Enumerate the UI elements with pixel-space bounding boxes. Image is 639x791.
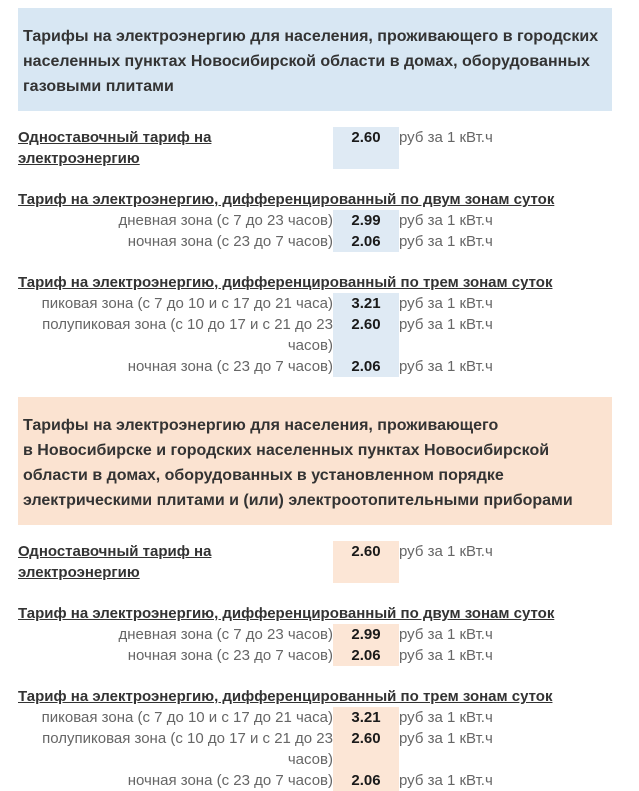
tariff-unit: руб за 1 кВт.ч (399, 295, 493, 312)
tariff-table: дневная зона (с 7 до 23 часов) 2.99 руб … (18, 624, 493, 666)
section-title: Тарифы на электроэнергию для населения, … (23, 417, 573, 509)
tariff-unit: руб за 1 кВт.ч (399, 772, 493, 789)
group-three-zones: Тариф на электроэнергию, дифференцирован… (18, 272, 612, 377)
tariff-section-gas-stoves: Тарифы на электроэнергию для населения, … (18, 8, 612, 377)
tariff-value: 2.06 (333, 770, 399, 791)
group-heading: Тариф на электроэнергию, дифференцирован… (18, 605, 555, 622)
tariff-row: полупиковая зона (с 10 до 17 и с 21 до 2… (18, 314, 493, 356)
tariffs-page: Тарифы на электроэнергию для населения, … (18, 8, 612, 791)
group-three-zones: Тариф на электроэнергию, дифференцирован… (18, 686, 612, 791)
tariff-value: 3.21 (333, 293, 399, 314)
group-heading: Тариф на электроэнергию, дифференцирован… (18, 688, 553, 705)
tariff-row: Одноставочный тариф на электроэнергию 2.… (18, 127, 493, 169)
section-header: Тарифы на электроэнергию для населения, … (18, 8, 612, 111)
tariff-row: пиковая зона (с 7 до 10 и с 17 до 21 час… (18, 293, 493, 314)
group-heading: Тариф на электроэнергию, дифференцирован… (18, 191, 555, 208)
tariff-row: Одноставочный тариф на электроэнергию 2.… (18, 541, 493, 583)
tariff-table: пиковая зона (с 7 до 10 и с 17 до 21 час… (18, 293, 493, 377)
group-two-zones: Тариф на электроэнергию, дифференцирован… (18, 189, 612, 252)
tariff-row: полупиковая зона (с 10 до 17 и с 21 до 2… (18, 728, 493, 770)
tariff-label: дневная зона (с 7 до 23 часов) (118, 212, 333, 229)
section-header: Тарифы на электроэнергию для населения, … (18, 397, 612, 525)
tariff-label: полупиковая зона (с 10 до 17 и с 21 до 2… (42, 730, 333, 768)
tariff-row: ночная зона (с 23 до 7 часов) 2.06 руб з… (18, 231, 493, 252)
tariff-label: ночная зона (с 23 до 7 часов) (127, 647, 333, 664)
tariff-value: 2.60 (333, 314, 399, 356)
tariff-value: 2.06 (333, 645, 399, 666)
tariff-row: ночная зона (с 23 до 7 часов) 2.06 руб з… (18, 770, 493, 791)
group-heading: Тариф на электроэнергию, дифференцирован… (18, 274, 553, 291)
tariff-value: 2.06 (333, 356, 399, 377)
section-title: Тарифы на электроэнергию для населения, … (23, 28, 599, 95)
tariff-value: 2.99 (333, 210, 399, 231)
tariff-label: дневная зона (с 7 до 23 часов) (118, 626, 333, 643)
tariff-unit: руб за 1 кВт.ч (399, 709, 493, 726)
tariff-label: ночная зона (с 23 до 7 часов) (127, 772, 333, 789)
tariff-unit: руб за 1 кВт.ч (399, 212, 493, 229)
tariff-unit: руб за 1 кВт.ч (399, 647, 493, 664)
tariff-label: полупиковая зона (с 10 до 17 и с 21 до 2… (42, 316, 333, 354)
tariff-value: 2.06 (333, 231, 399, 252)
tariff-table: пиковая зона (с 7 до 10 и с 17 до 21 час… (18, 707, 493, 791)
tariff-table: Одноставочный тариф на электроэнергию 2.… (18, 541, 493, 583)
tariff-value: 2.99 (333, 624, 399, 645)
tariff-value: 2.60 (333, 541, 399, 583)
tariff-row: ночная зона (с 23 до 7 часов) 2.06 руб з… (18, 645, 493, 666)
tariff-value: 2.60 (333, 127, 399, 169)
tariff-table: Одноставочный тариф на электроэнергию 2.… (18, 127, 493, 169)
tariff-unit: руб за 1 кВт.ч (399, 316, 493, 333)
tariff-label: ночная зона (с 23 до 7 часов) (127, 358, 333, 375)
tariff-unit: руб за 1 кВт.ч (399, 730, 493, 747)
tariff-unit: руб за 1 кВт.ч (399, 543, 493, 560)
group-two-zones: Тариф на электроэнергию, дифференцирован… (18, 603, 612, 666)
tariff-section-electric-stoves: Тарифы на электроэнергию для населения, … (18, 397, 612, 791)
tariff-table: дневная зона (с 7 до 23 часов) 2.99 руб … (18, 210, 493, 252)
tariff-label: ночная зона (с 23 до 7 часов) (127, 233, 333, 250)
tariff-value: 3.21 (333, 707, 399, 728)
tariff-label: пиковая зона (с 7 до 10 и с 17 до 21 час… (41, 295, 333, 312)
tariff-row: дневная зона (с 7 до 23 часов) 2.99 руб … (18, 624, 493, 645)
single-rate-heading: Одноставочный тариф на электроэнергию (18, 129, 212, 167)
tariff-unit: руб за 1 кВт.ч (399, 233, 493, 250)
tariff-row: пиковая зона (с 7 до 10 и с 17 до 21 час… (18, 707, 493, 728)
tariff-unit: руб за 1 кВт.ч (399, 358, 493, 375)
tariff-row: дневная зона (с 7 до 23 часов) 2.99 руб … (18, 210, 493, 231)
group-single-rate: Одноставочный тариф на электроэнергию 2.… (18, 127, 612, 169)
tariff-row: ночная зона (с 23 до 7 часов) 2.06 руб з… (18, 356, 493, 377)
single-rate-heading: Одноставочный тариф на электроэнергию (18, 543, 212, 581)
tariff-unit: руб за 1 кВт.ч (399, 129, 493, 146)
tariff-value: 2.60 (333, 728, 399, 770)
tariff-label: пиковая зона (с 7 до 10 и с 17 до 21 час… (41, 709, 333, 726)
group-single-rate: Одноставочный тариф на электроэнергию 2.… (18, 541, 612, 583)
tariff-unit: руб за 1 кВт.ч (399, 626, 493, 643)
